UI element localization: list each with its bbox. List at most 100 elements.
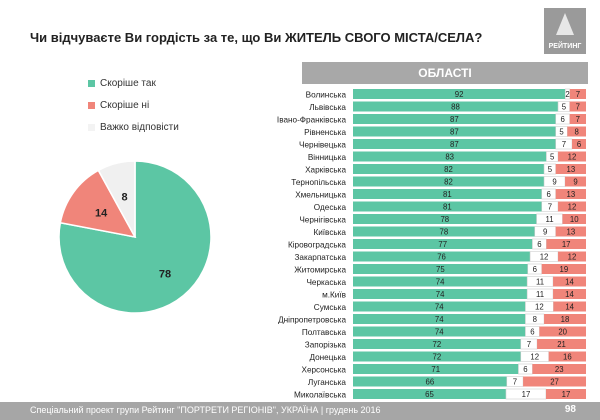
bar-value-label: 14 [565, 303, 574, 312]
bar-value-label: 75 [436, 265, 445, 274]
bar-segment [353, 301, 526, 312]
bar-segment [523, 376, 586, 387]
region-label: Закарпатська [294, 253, 346, 262]
bar-value-label: 13 [567, 190, 576, 199]
bar-value-label: 12 [568, 253, 577, 262]
region-label: Одеська [314, 203, 347, 212]
pie-legend: Скоріше так Скоріше ні Важко відповісти [88, 72, 179, 138]
bar-segment [353, 276, 528, 287]
bar-segment [558, 251, 586, 262]
legend-label-no: Скоріше ні [100, 99, 150, 111]
region-label: Дніпропетровська [278, 316, 346, 325]
bar-segment [532, 364, 586, 374]
bar-value-label: 6 [537, 240, 541, 249]
bar-value-label: 12 [568, 203, 577, 212]
bar-value-label: 14 [565, 278, 574, 287]
legend-item-hard: Важко відповісти [88, 116, 179, 138]
bar-value-label: 10 [570, 215, 579, 224]
bar-value-label: 7 [548, 203, 552, 212]
legend-item-yes: Скоріше так [88, 72, 179, 94]
bar-value-label: 5 [559, 128, 564, 137]
pie-slice-label: 78 [159, 268, 171, 280]
bar-segment [353, 151, 547, 162]
bar-value-label: 11 [545, 215, 553, 224]
bar-value-label: 23 [555, 365, 564, 374]
bar-value-label: 12 [530, 353, 539, 362]
bar-value-label: 76 [437, 253, 446, 262]
bar-value-label: 78 [440, 215, 449, 224]
bar-value-label: 74 [435, 315, 444, 324]
region-label: Харківська [305, 166, 346, 175]
bar-segment [562, 214, 586, 224]
bar-segment [353, 251, 531, 262]
bar-segment [353, 239, 533, 249]
bar-value-label: 11 [536, 278, 544, 287]
bar-value-label: 7 [576, 115, 580, 124]
bar-segment [525, 326, 540, 337]
region-label: Рівненська [304, 128, 346, 137]
bar-segment [558, 201, 586, 212]
bar-segment [353, 114, 556, 124]
bar-value-label: 71 [431, 365, 440, 374]
bar-value-label: 74 [436, 278, 445, 287]
bar-value-label: 9 [552, 178, 556, 187]
bar-segment [569, 89, 586, 99]
bar-value-label: 72 [433, 353, 442, 362]
bar-value-label: 16 [563, 353, 572, 362]
bar-value-label: 12 [540, 253, 549, 262]
bar-value-label: 7 [576, 103, 580, 112]
bar-value-label: 65 [425, 390, 434, 399]
region-label: Житомирська [294, 266, 346, 275]
bar-segment [553, 276, 586, 287]
bar-segment [544, 314, 586, 324]
bar-value-label: 17 [562, 240, 571, 249]
bar-segment [548, 351, 586, 362]
region-label: Вінницька [308, 153, 347, 162]
region-label: Черкаська [306, 278, 346, 287]
bar-value-label: 18 [561, 315, 570, 324]
region-label: Миколаївська [294, 391, 346, 400]
bar-value-label: 21 [557, 340, 566, 349]
pie-slice [58, 160, 212, 314]
bar-segment [553, 289, 586, 299]
bar-value-label: 81 [443, 203, 452, 212]
bar-segment [543, 176, 566, 187]
pie-slice-label: 8 [122, 192, 128, 204]
logo-text: РЕЙТИНГ [548, 43, 582, 50]
bar-value-label: 2 [565, 90, 569, 99]
bar-segment [558, 151, 586, 162]
bar-segment [537, 339, 586, 349]
region-label: Донецька [309, 353, 346, 362]
bar-segment [569, 114, 586, 124]
chart-title: Чи відчуваєте Ви гордість за те, що Ви Ж… [30, 30, 483, 45]
bar-value-label: 6 [561, 115, 565, 124]
region-label: м.Київ [322, 291, 346, 300]
footer-text: Спеціальний проект групи Рейтинг "ПОРТРЕ… [30, 405, 381, 415]
bar-value-label: 74 [435, 303, 444, 312]
legend-item-no: Скоріше ні [88, 94, 179, 116]
region-label: Херсонська [301, 366, 346, 375]
bar-segment [353, 189, 542, 199]
bar-value-label: 82 [444, 178, 453, 187]
bar-value-label: 5 [548, 165, 553, 174]
bar-segment [555, 226, 586, 237]
bar-segment [353, 101, 559, 112]
pie-slice-label: 14 [95, 207, 108, 219]
bar-value-label: 9 [543, 228, 547, 237]
bar-segment [565, 176, 586, 187]
pyramid-icon [556, 13, 574, 35]
bar-segment [569, 101, 586, 112]
bar-value-label: 13 [567, 228, 576, 237]
bar-segment [353, 264, 528, 274]
bar-value-label: 74 [435, 328, 444, 337]
bar-value-label: 83 [445, 153, 454, 162]
bar-value-label: 6 [533, 265, 537, 274]
bar-value-label: 72 [433, 340, 442, 349]
bar-segment [572, 139, 586, 149]
bar-value-label: 5 [562, 103, 567, 112]
region-label: Запорізька [305, 341, 347, 350]
rating-logo: РЕЙТИНГ [544, 8, 586, 54]
page-number: 98 [564, 404, 576, 415]
